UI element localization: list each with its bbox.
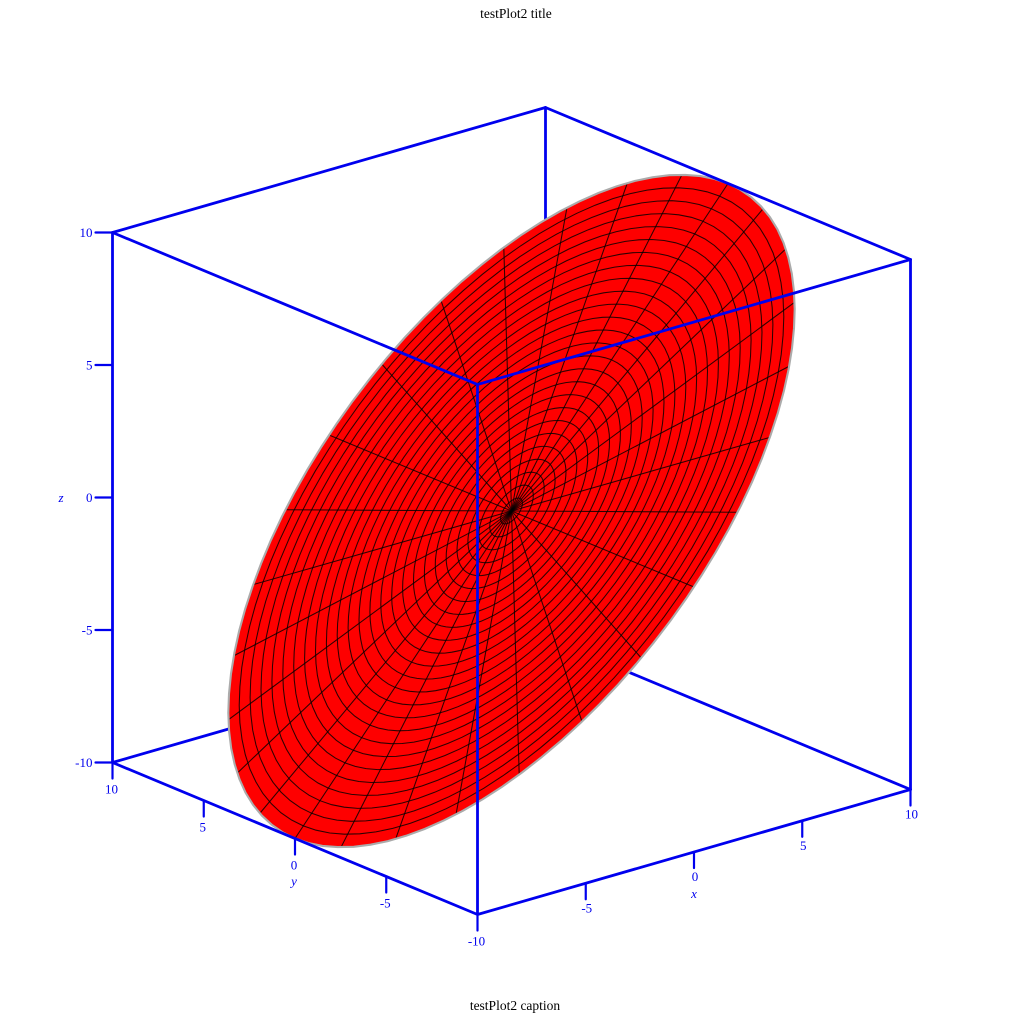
- box-edge-top-back-right: [544, 106, 912, 261]
- plot-caption: testPlot2 caption: [470, 998, 561, 1013]
- mesh-ring: [391, 368, 632, 654]
- axis-ticks-and-labels: 10 5 0 -5 -10 z 10 5 0 -5 -10 y -5 0 5 10 x: [57, 225, 918, 949]
- box-edge-top-front-left: [111, 231, 479, 386]
- mesh-ring: [271, 226, 752, 796]
- mesh-ring: [478, 471, 545, 551]
- x-tick-label: 10: [905, 807, 918, 822]
- mesh-ring: [249, 200, 774, 822]
- mesh-ring: [260, 213, 763, 809]
- mesh-ring: [336, 303, 687, 719]
- mesh-ring: [434, 419, 589, 603]
- mesh-ring: [369, 342, 654, 680]
- y-tick-label: 5: [200, 820, 207, 835]
- mesh-ring: [380, 355, 643, 667]
- x-tick-label: 0: [692, 869, 699, 884]
- x-axis-letter: x: [690, 886, 697, 901]
- mesh-ring: [402, 381, 621, 641]
- mesh-ring: [282, 238, 741, 784]
- plot-title: testPlot2 title: [480, 6, 552, 21]
- z-tick-label: 5: [86, 358, 93, 373]
- mesh-ring: [412, 394, 611, 628]
- box-edge-top-front-right: [476, 258, 912, 386]
- x-tick-label: 5: [800, 838, 807, 853]
- z-tick-label: 10: [80, 225, 93, 240]
- mesh-ring: [304, 264, 719, 758]
- mesh-ring: [325, 290, 698, 732]
- mesh-ring: [456, 445, 567, 577]
- surface-disk: [227, 173, 796, 849]
- z-tick-label: 0: [86, 490, 93, 505]
- mesh-ring: [489, 484, 534, 538]
- x-tick-label: -5: [581, 900, 592, 915]
- mesh-ring: [423, 407, 600, 615]
- y-tick-label: -10: [468, 934, 485, 949]
- y-tick-label: 10: [105, 782, 118, 797]
- box-edge-top-back-left: [111, 106, 547, 234]
- z-tick-label: -5: [82, 623, 93, 638]
- mesh-ring: [293, 251, 730, 771]
- z-tick-label: -10: [75, 755, 92, 770]
- mesh-ring: [314, 277, 709, 745]
- mesh-ring: [238, 187, 785, 835]
- mesh-ring: [500, 497, 523, 525]
- mesh-ring: [347, 316, 676, 706]
- mesh-ring: [445, 432, 578, 590]
- y-tick-label: 0: [291, 858, 298, 873]
- mesh-ring: [358, 329, 665, 693]
- y-axis-letter: y: [289, 874, 297, 889]
- y-tick-label: -5: [380, 896, 391, 911]
- z-axis-letter: z: [57, 490, 63, 505]
